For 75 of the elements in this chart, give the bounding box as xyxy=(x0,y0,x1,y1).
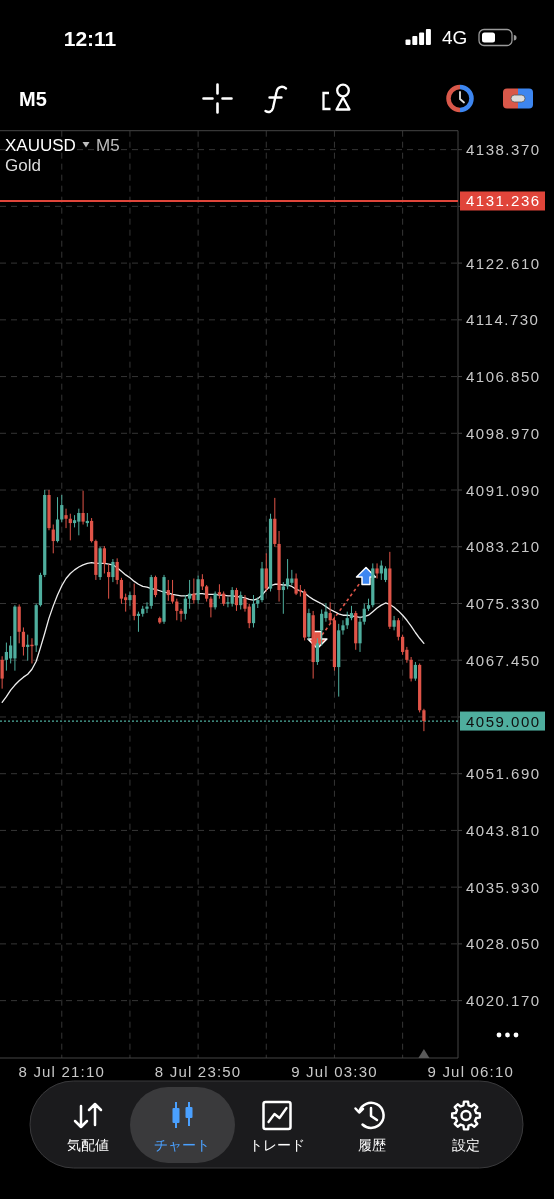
y-tick-label: 4083.210 xyxy=(466,538,541,556)
candlestick xyxy=(128,590,132,607)
x-tick-label: 9 Jul 03:30 xyxy=(291,1062,378,1080)
candlestick xyxy=(81,490,85,526)
text: 12:11 xyxy=(63,26,117,50)
y-tick-label: 4091.090 xyxy=(466,481,541,499)
y-tick-label: 4114.730 xyxy=(466,311,540,329)
text: チャート xyxy=(154,1137,210,1153)
candlestick xyxy=(362,603,366,626)
y-tick-label: 4106.850 xyxy=(466,368,541,386)
y-tick-label: 4043.810 xyxy=(466,821,541,839)
candlestick xyxy=(396,617,400,641)
text: 4G xyxy=(442,27,468,48)
candlestick xyxy=(77,508,81,536)
candlestick xyxy=(153,575,158,598)
candlestick xyxy=(251,594,256,628)
candlestick xyxy=(4,642,9,672)
candlestick xyxy=(102,545,106,574)
candlestick xyxy=(0,655,4,690)
candlestick xyxy=(392,615,396,631)
candlestick xyxy=(375,562,379,580)
y-tick-label: 4020.170 xyxy=(466,992,541,1010)
text: M5 xyxy=(19,87,47,110)
candlestick xyxy=(179,608,183,623)
x-tick-label: 8 Jul 21:10 xyxy=(18,1062,106,1080)
candlestick xyxy=(119,577,124,605)
candlestick xyxy=(196,575,200,605)
candlestick xyxy=(413,661,418,682)
candlestick xyxy=(341,619,345,636)
text: トレード xyxy=(249,1137,305,1153)
y-tick-label: 4035.930 xyxy=(466,878,541,896)
text: 気配値 xyxy=(67,1137,109,1153)
y-tick-label: 4051.690 xyxy=(466,765,541,783)
y-tick-label: 4138.370 xyxy=(466,141,541,159)
candlestick xyxy=(230,586,234,608)
candlestick xyxy=(107,563,111,600)
y-tick-label: 4028.050 xyxy=(466,935,541,953)
candlestick xyxy=(409,656,413,682)
y-tick-label: 4067.450 xyxy=(466,651,541,669)
candlestick xyxy=(89,517,94,544)
candlestick xyxy=(55,496,60,544)
text: 設定 xyxy=(452,1137,480,1153)
ref-line-label: 4059.000 xyxy=(466,712,541,730)
annotation: M5 xyxy=(96,135,120,155)
candlestick xyxy=(264,552,268,592)
candlestick xyxy=(401,634,405,656)
candlestick xyxy=(234,587,239,612)
candlestick xyxy=(115,557,119,585)
candlestick xyxy=(315,637,320,666)
candlestick xyxy=(21,626,26,657)
candlestick xyxy=(111,558,115,583)
candlestick xyxy=(281,581,285,615)
ref-line-label: 4131.236 xyxy=(466,192,541,210)
candlestick xyxy=(145,601,149,614)
candlestick xyxy=(358,616,362,653)
candlestick xyxy=(175,598,179,621)
candlestick xyxy=(328,601,332,624)
text: Gold xyxy=(5,156,41,175)
candlestick xyxy=(187,579,192,610)
candlestick xyxy=(209,596,213,618)
x-tick-label: 8 Jul 23:50 xyxy=(154,1062,242,1080)
candlestick xyxy=(166,579,170,602)
candlestick xyxy=(294,572,298,596)
candlestick xyxy=(170,579,175,605)
text: 履歴 xyxy=(358,1137,386,1153)
y-tick-label: 4122.610 xyxy=(466,254,541,272)
x-tick-label: 9 Jul 06:10 xyxy=(427,1062,515,1080)
candlestick xyxy=(132,583,136,621)
y-tick-label: 4075.330 xyxy=(466,594,541,612)
chart-title: XAUUSD xyxy=(5,135,76,155)
candlestick xyxy=(422,708,426,732)
candlestick xyxy=(64,508,68,529)
candlestick xyxy=(183,594,187,621)
candlestick xyxy=(307,608,311,641)
y-tick-label: 4098.970 xyxy=(466,424,541,442)
